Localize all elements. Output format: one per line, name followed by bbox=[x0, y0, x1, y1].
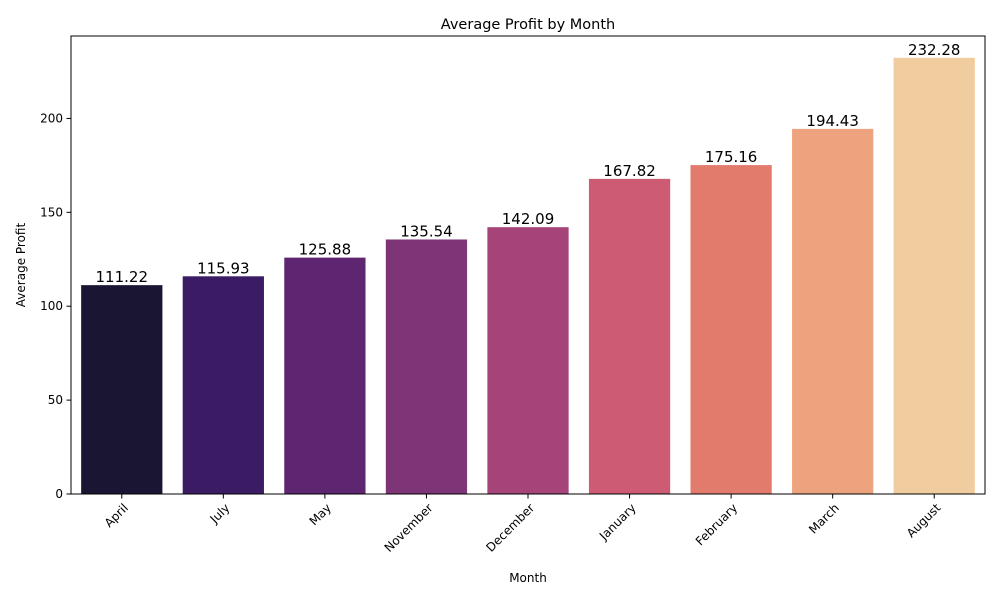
x-tick-label: August bbox=[904, 501, 944, 541]
bar bbox=[81, 285, 163, 494]
x-tick-label: April bbox=[102, 501, 131, 530]
y-tick-label: 50 bbox=[48, 393, 63, 407]
data-label: 115.93 bbox=[197, 259, 250, 277]
data-label: 232.28 bbox=[908, 41, 961, 59]
bar bbox=[284, 257, 366, 494]
x-tick-label: November bbox=[382, 501, 436, 555]
plot-frame bbox=[70, 35, 986, 495]
x-tick-label: December bbox=[483, 501, 537, 555]
x-axis-label: Month bbox=[509, 571, 547, 585]
y-tick-label: 150 bbox=[40, 205, 63, 219]
data-label: 125.88 bbox=[299, 241, 352, 259]
data-label: 194.43 bbox=[806, 112, 859, 130]
x-tick-label: March bbox=[806, 501, 842, 537]
y-tick-label: 200 bbox=[40, 111, 63, 125]
bar bbox=[385, 239, 468, 494]
chart-title: Average Profit by Month bbox=[441, 17, 615, 33]
data-label: 111.22 bbox=[96, 268, 149, 286]
x-tick-label: May bbox=[307, 501, 334, 528]
data-label: 175.16 bbox=[705, 148, 758, 166]
bar bbox=[182, 276, 264, 494]
bar bbox=[792, 128, 874, 494]
bar bbox=[487, 227, 569, 494]
x-tick-label: February bbox=[693, 501, 741, 549]
bar bbox=[893, 57, 975, 495]
bar bbox=[588, 178, 671, 495]
bar bbox=[690, 165, 772, 494]
data-label: 135.54 bbox=[400, 222, 453, 240]
plot-area: 111.22 April 115.93 July 125.88 May 135.54 Nove… bbox=[40, 41, 975, 555]
y-axis-label: Average Profit bbox=[14, 223, 28, 308]
y-tick-label: 0 bbox=[55, 487, 63, 501]
y-tick-label: 100 bbox=[40, 299, 63, 313]
data-label: 167.82 bbox=[603, 162, 656, 180]
x-tick-label: July bbox=[207, 501, 233, 527]
x-tick-label: January bbox=[596, 501, 639, 544]
data-label: 142.09 bbox=[502, 210, 555, 228]
